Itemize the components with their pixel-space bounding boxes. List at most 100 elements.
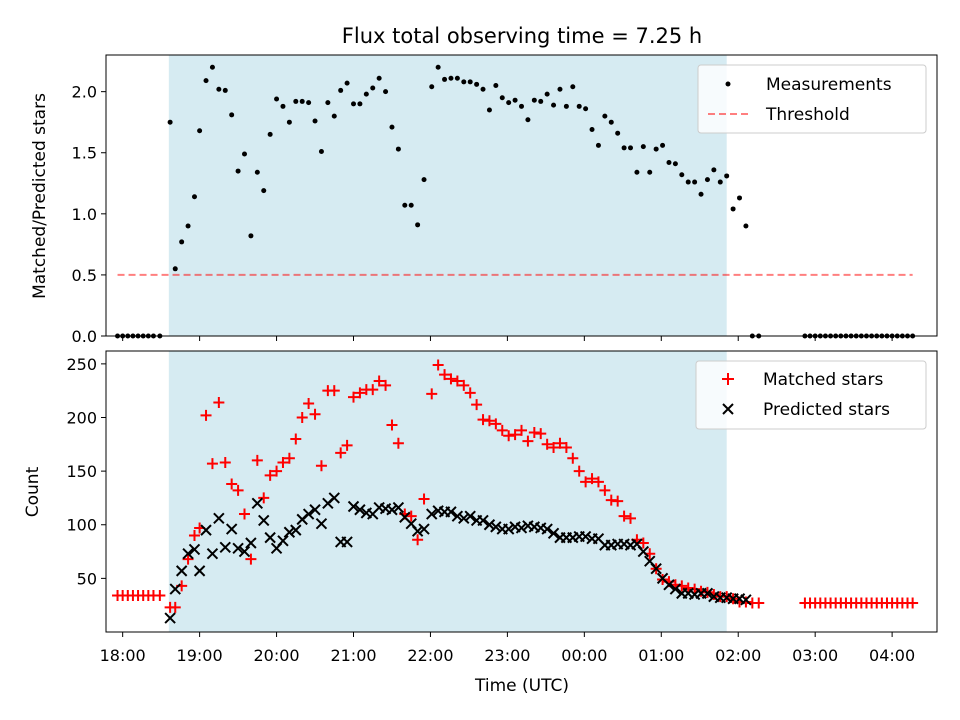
top-y-tick-label: 0.5 [72, 266, 97, 285]
matched-star-point [580, 476, 592, 488]
measurement-point [672, 161, 678, 167]
predicted-stars-points [164, 492, 752, 624]
measurement-point [395, 146, 401, 152]
measurement-point [235, 168, 241, 174]
matched-star-point [245, 553, 257, 565]
measurement-point [653, 146, 659, 152]
measurement-point [299, 98, 305, 104]
matched-star-point [264, 469, 276, 481]
predicted-star-point [464, 510, 476, 522]
predicted-star-point [547, 527, 560, 540]
measurement-point [499, 95, 505, 101]
top-y-axis-label: Matched/Predicted stars [30, 93, 50, 299]
bottom-y-tick-label: 200 [66, 408, 97, 427]
matched-star-point [296, 411, 308, 423]
predicted-star-point [219, 541, 231, 553]
matched-star-point [432, 359, 444, 371]
bottom-x-tick-label: 19:00 [177, 646, 223, 665]
predicted-star-point [579, 530, 592, 543]
predicted-star-point [188, 543, 201, 556]
predicted-star-point [193, 565, 206, 577]
predicted-star-point [490, 521, 502, 533]
measurement-point [222, 87, 228, 93]
matched-star-point [309, 408, 321, 420]
matched-star-point [483, 415, 495, 427]
matched-star-point [599, 484, 611, 496]
measurement-point [531, 97, 537, 103]
matched-star-point [418, 493, 430, 505]
measurement-point [563, 103, 569, 109]
matched-star-point [206, 458, 218, 470]
measurement-point [357, 101, 363, 107]
predicted-star-point [238, 545, 251, 558]
predicted-star-point [232, 542, 244, 555]
top-y-tick-label: 0.0 [72, 327, 97, 346]
predicted-star-point [650, 563, 662, 575]
predicted-star-point [386, 504, 398, 516]
measurement-point [408, 202, 414, 208]
measurement-point [402, 202, 408, 208]
bottom-x-tick-label: 00:00 [561, 646, 607, 665]
predicted-star-point [164, 612, 176, 624]
matched-star-point [458, 379, 470, 391]
measurement-point [717, 179, 723, 185]
matched-star-point [464, 387, 476, 399]
measurement-point [628, 145, 634, 151]
bottom-y-axis-label: Count [23, 466, 43, 517]
matched-star-point [380, 379, 392, 391]
measurement-point [370, 85, 376, 91]
measurement-point [344, 80, 350, 86]
measurement-point [167, 119, 173, 125]
predicted-star-point [175, 565, 188, 577]
measurement-point [698, 191, 704, 197]
predicted-star-point [637, 545, 650, 558]
figure-title: Flux total observing time = 7.25 h [342, 24, 702, 48]
top-y-tick-label: 1.5 [72, 144, 97, 163]
measurement-point [621, 145, 627, 151]
measurement-point [203, 78, 209, 84]
bottom-x-tick-label: 22:00 [407, 646, 453, 665]
matched-star-point [200, 409, 212, 421]
matched-star-point [516, 424, 527, 436]
predicted-star-point [206, 547, 219, 560]
measurement-point [363, 91, 369, 97]
measurement-point [191, 194, 197, 200]
bottom-plot-frame [105, 350, 938, 633]
matched-star-point [477, 414, 489, 426]
matched-star-point [907, 597, 919, 609]
measurement-point [376, 75, 382, 81]
predicted-star-point [458, 512, 470, 525]
legend-measurements-label: Measurements [766, 75, 892, 95]
measurement-point [519, 103, 524, 109]
matched-star-point [239, 508, 250, 520]
measurement-point [185, 223, 191, 229]
legend-threshold-label: Threshold [765, 105, 850, 125]
matched-star-point [625, 512, 637, 524]
measurement-point [730, 206, 736, 212]
predicted-star-point [302, 508, 315, 520]
measurement-point [711, 167, 717, 173]
measurement-point [389, 124, 395, 130]
matched-star-point [586, 473, 598, 485]
measurement-point [254, 169, 260, 175]
matched-star-point [412, 534, 424, 546]
measurement-point [634, 169, 640, 175]
predicted-star-point [663, 579, 675, 591]
matched-star-point [213, 396, 225, 408]
matched-star-point [471, 399, 483, 411]
matched-star-point [560, 442, 572, 454]
measurement-point [704, 177, 710, 183]
matched-star-point [522, 435, 534, 447]
predicted-star-point [328, 492, 340, 504]
predicted-star-point [445, 506, 457, 518]
measurement-point [493, 83, 499, 89]
measurement-point [383, 89, 389, 95]
predicted-star-point [515, 522, 528, 534]
matched-star-point [682, 582, 694, 594]
matched-star-point [612, 495, 624, 507]
matched-star-point [496, 424, 508, 436]
bottom-x-tick-label: 18:00 [100, 646, 146, 665]
predicted-star-point [392, 501, 405, 514]
matched-star-point [315, 460, 327, 472]
